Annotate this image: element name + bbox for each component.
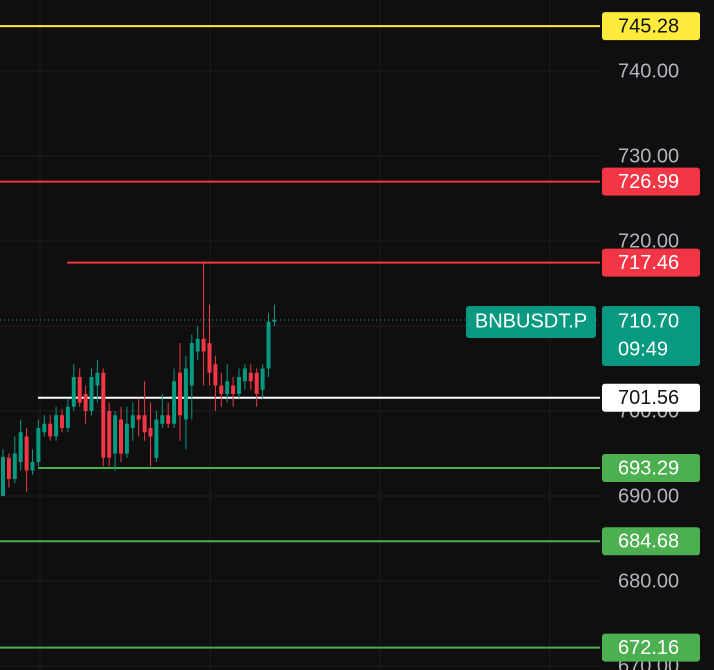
candle-body bbox=[54, 415, 59, 437]
candle-body bbox=[237, 376, 241, 394]
price-box bbox=[602, 306, 700, 367]
candle-body bbox=[12, 453, 17, 479]
countdown-label: 09:49 bbox=[618, 338, 668, 360]
candle-body bbox=[219, 385, 224, 394]
symbol-box bbox=[466, 306, 596, 339]
candle-body bbox=[130, 415, 135, 428]
y-tick-label: 720.00 bbox=[618, 230, 679, 252]
candle-body bbox=[107, 410, 112, 458]
level-label: 701.56 bbox=[618, 387, 679, 409]
level-label-box bbox=[602, 167, 700, 196]
level-label: 726.99 bbox=[618, 171, 679, 193]
candle-body bbox=[160, 415, 165, 424]
y-tick-label: 680.00 bbox=[618, 570, 679, 592]
candle-body bbox=[154, 419, 159, 458]
candle-body bbox=[77, 376, 82, 403]
candle-body bbox=[172, 381, 177, 424]
candle-body bbox=[119, 419, 123, 454]
level-label-box bbox=[602, 454, 700, 483]
candle-body bbox=[183, 368, 188, 420]
candle-body bbox=[189, 342, 194, 386]
candle-body bbox=[148, 427, 153, 437]
candle-body bbox=[142, 415, 147, 433]
candle-body bbox=[83, 393, 88, 411]
level-label-box bbox=[602, 383, 700, 412]
level-label-box bbox=[602, 633, 700, 662]
price-label: 710.70 bbox=[618, 310, 679, 332]
candle-body bbox=[89, 376, 94, 411]
candle-body bbox=[30, 461, 35, 471]
candle-body bbox=[201, 338, 206, 352]
candle-body bbox=[254, 372, 259, 394]
candle-body bbox=[207, 342, 212, 373]
candle-body bbox=[272, 320, 277, 322]
candle-body bbox=[48, 423, 53, 437]
candle-body bbox=[1, 456, 5, 496]
level-label: 717.46 bbox=[618, 252, 679, 274]
symbol-label: BNBUSDT.P bbox=[475, 310, 587, 332]
level-label-box bbox=[602, 248, 700, 277]
candle-body bbox=[42, 423, 47, 433]
candle-body bbox=[266, 321, 271, 369]
candle-body bbox=[178, 372, 182, 416]
level-label: 684.68 bbox=[618, 531, 679, 553]
candle-body bbox=[113, 415, 118, 454]
candle-body bbox=[65, 406, 70, 428]
y-tick-label: 690.00 bbox=[618, 485, 679, 507]
y-tick-label: 730.00 bbox=[618, 145, 679, 167]
candle-body bbox=[166, 415, 171, 424]
candle-body bbox=[136, 415, 141, 420]
candle-body bbox=[101, 372, 106, 458]
level-label: 745.28 bbox=[618, 15, 679, 37]
candle-body bbox=[124, 423, 129, 454]
level-label: 672.16 bbox=[618, 637, 679, 659]
level-label: 693.29 bbox=[618, 457, 679, 479]
candle-body bbox=[260, 368, 265, 390]
candle-body bbox=[24, 436, 29, 471]
level-label-box bbox=[602, 12, 700, 41]
candle-body bbox=[248, 372, 253, 382]
candle-body bbox=[36, 427, 41, 462]
candle-body bbox=[95, 372, 100, 386]
candle-body bbox=[6, 457, 11, 479]
candle-body bbox=[231, 385, 236, 394]
candle-body bbox=[18, 432, 23, 462]
y-tick-label: 740.00 bbox=[618, 60, 679, 82]
candle-body bbox=[242, 368, 247, 382]
candle-body bbox=[71, 376, 76, 407]
level-label-box bbox=[602, 527, 700, 556]
candle-body bbox=[225, 381, 230, 394]
candle-body bbox=[60, 415, 64, 428]
candle-body bbox=[195, 338, 200, 352]
candle-body bbox=[213, 364, 218, 386]
